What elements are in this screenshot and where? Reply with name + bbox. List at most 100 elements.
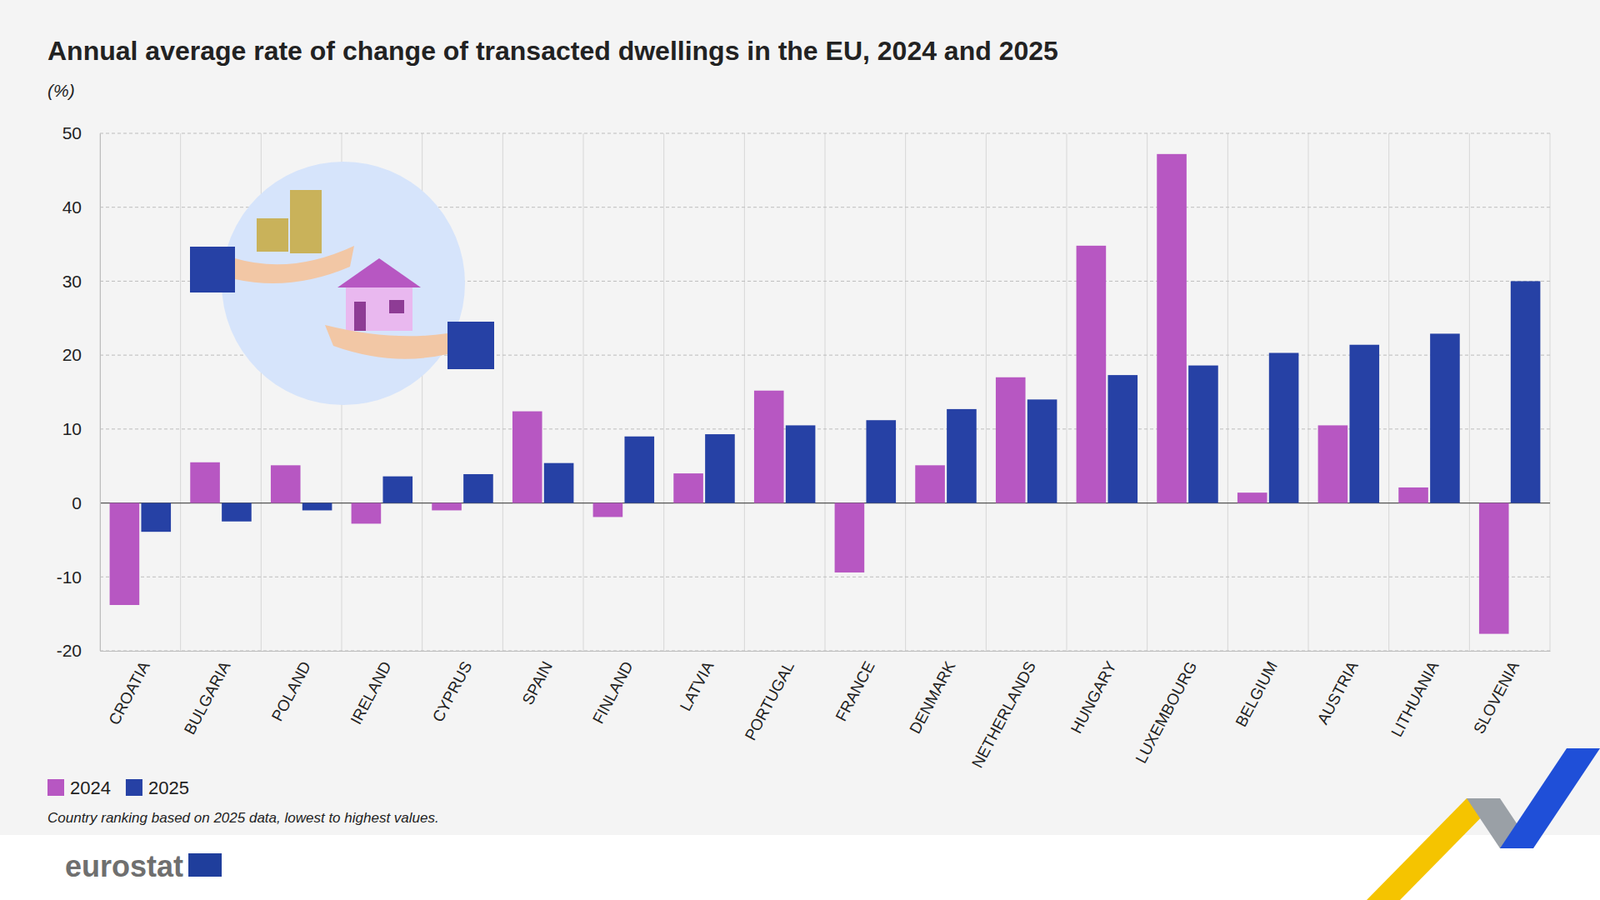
x-tick: HUNGARY xyxy=(1067,650,1120,737)
illustration-circle xyxy=(221,161,465,405)
y-tick-label: 20 xyxy=(62,345,82,365)
separator xyxy=(1469,133,1470,651)
grid-line xyxy=(100,576,1550,578)
y-tick: -10 xyxy=(56,567,100,587)
illustration-sleeve xyxy=(190,246,235,293)
y-tick-label: 0 xyxy=(71,493,82,513)
separator xyxy=(985,133,987,651)
x-tick: SLOVENIA xyxy=(1470,650,1523,737)
bar xyxy=(1318,425,1349,503)
x-tick: NETHERLANDS xyxy=(968,650,1040,771)
y-tick: 30 xyxy=(62,271,100,291)
grid-line xyxy=(100,650,1550,652)
x-tick-label: FINLAND xyxy=(589,658,637,727)
x-tick: AUSTRIA xyxy=(1314,650,1362,728)
separator xyxy=(663,133,665,651)
separator xyxy=(1388,133,1390,651)
bar xyxy=(785,425,816,503)
x-tick: BULGARIA xyxy=(180,650,235,738)
background xyxy=(0,0,1600,835)
bar xyxy=(221,503,252,522)
bar xyxy=(1107,375,1138,503)
x-tick-label: LUXEMBOURG xyxy=(1131,658,1200,766)
note: Country ranking based on 2025 data, lowe… xyxy=(47,810,440,826)
x-tick-label: LATVIA xyxy=(676,658,718,715)
bar xyxy=(382,476,413,504)
footer-background xyxy=(0,835,1600,900)
x-tick-label: SLOVENIA xyxy=(1470,658,1523,737)
x-tick-label: LITHUANIA xyxy=(1387,658,1442,740)
illustration-coins xyxy=(290,190,322,254)
chart: Annual average rate of change of transac… xyxy=(0,0,1600,900)
x-tick: POLAND xyxy=(268,650,315,725)
separator xyxy=(1550,133,1551,651)
bar xyxy=(1430,333,1460,503)
separator xyxy=(502,133,504,651)
separator xyxy=(1146,133,1148,651)
bar xyxy=(351,503,382,525)
bar xyxy=(1479,503,1510,635)
grid xyxy=(100,133,1550,651)
source-logo: eurostat xyxy=(65,849,184,884)
y-tick-label: -20 xyxy=(56,640,82,660)
bar xyxy=(190,462,220,504)
separator xyxy=(1308,133,1310,651)
y-tick: -20 xyxy=(56,640,100,660)
separator xyxy=(905,133,906,651)
x-tick-label: POLAND xyxy=(268,658,315,725)
bar xyxy=(915,465,945,503)
bar xyxy=(754,390,785,504)
y-tick-label: 10 xyxy=(62,419,82,439)
bar xyxy=(673,473,704,503)
bar xyxy=(624,436,655,504)
x-tick: DENMARK xyxy=(905,650,959,737)
bar xyxy=(140,503,171,533)
x-tick-label: BELGIUM xyxy=(1231,658,1281,730)
x-tick: LUXEMBOURG xyxy=(1131,650,1200,766)
bar xyxy=(1510,280,1541,503)
bar xyxy=(1156,154,1187,504)
x-tick: LATVIA xyxy=(676,650,718,715)
separator xyxy=(180,133,181,651)
bar xyxy=(995,377,1026,504)
y-tick: 50 xyxy=(62,123,100,143)
y-tick-label: 30 xyxy=(62,271,82,291)
bar xyxy=(431,503,462,511)
y-axis: -20-1001020304050 xyxy=(56,123,101,660)
bar xyxy=(1076,245,1107,504)
title: Annual average rate of change of transac… xyxy=(47,35,1059,66)
x-tick: SPAIN xyxy=(518,650,556,708)
y-tick-label: 50 xyxy=(62,123,82,143)
x-tick-label: FRANCE xyxy=(832,658,879,725)
legend-swatch xyxy=(47,779,65,796)
separator xyxy=(583,133,585,651)
x-tick: LITHUANIA xyxy=(1387,650,1442,740)
illustration-hand xyxy=(325,325,448,360)
x-tick: PORTUGAL xyxy=(741,650,798,744)
bar xyxy=(593,503,624,518)
logo-flag xyxy=(188,853,222,877)
x-tick-label: CYPRUS xyxy=(429,658,476,725)
legend-item: 2025 xyxy=(125,777,190,799)
bar xyxy=(705,434,735,504)
separator xyxy=(1066,133,1068,651)
x-axis-line xyxy=(100,650,1551,652)
series xyxy=(110,154,1510,635)
separator xyxy=(744,133,745,651)
illustration-door xyxy=(354,301,366,331)
x-tick: IRELAND xyxy=(347,650,395,728)
x-tick-label: DENMARK xyxy=(905,658,959,737)
legend-swatch xyxy=(125,779,143,796)
bar xyxy=(946,409,977,504)
x-tick-label: IRELAND xyxy=(347,658,395,728)
legend-label: 2024 xyxy=(70,777,111,799)
x-tick: FINLAND xyxy=(589,650,637,727)
y-tick: 0 xyxy=(71,493,100,513)
series xyxy=(140,280,1540,532)
bar xyxy=(1269,352,1300,503)
bar xyxy=(1398,487,1429,504)
bar xyxy=(544,463,575,504)
separator xyxy=(1227,133,1229,651)
bar xyxy=(865,420,896,503)
x-tick: FRANCE xyxy=(832,650,879,725)
